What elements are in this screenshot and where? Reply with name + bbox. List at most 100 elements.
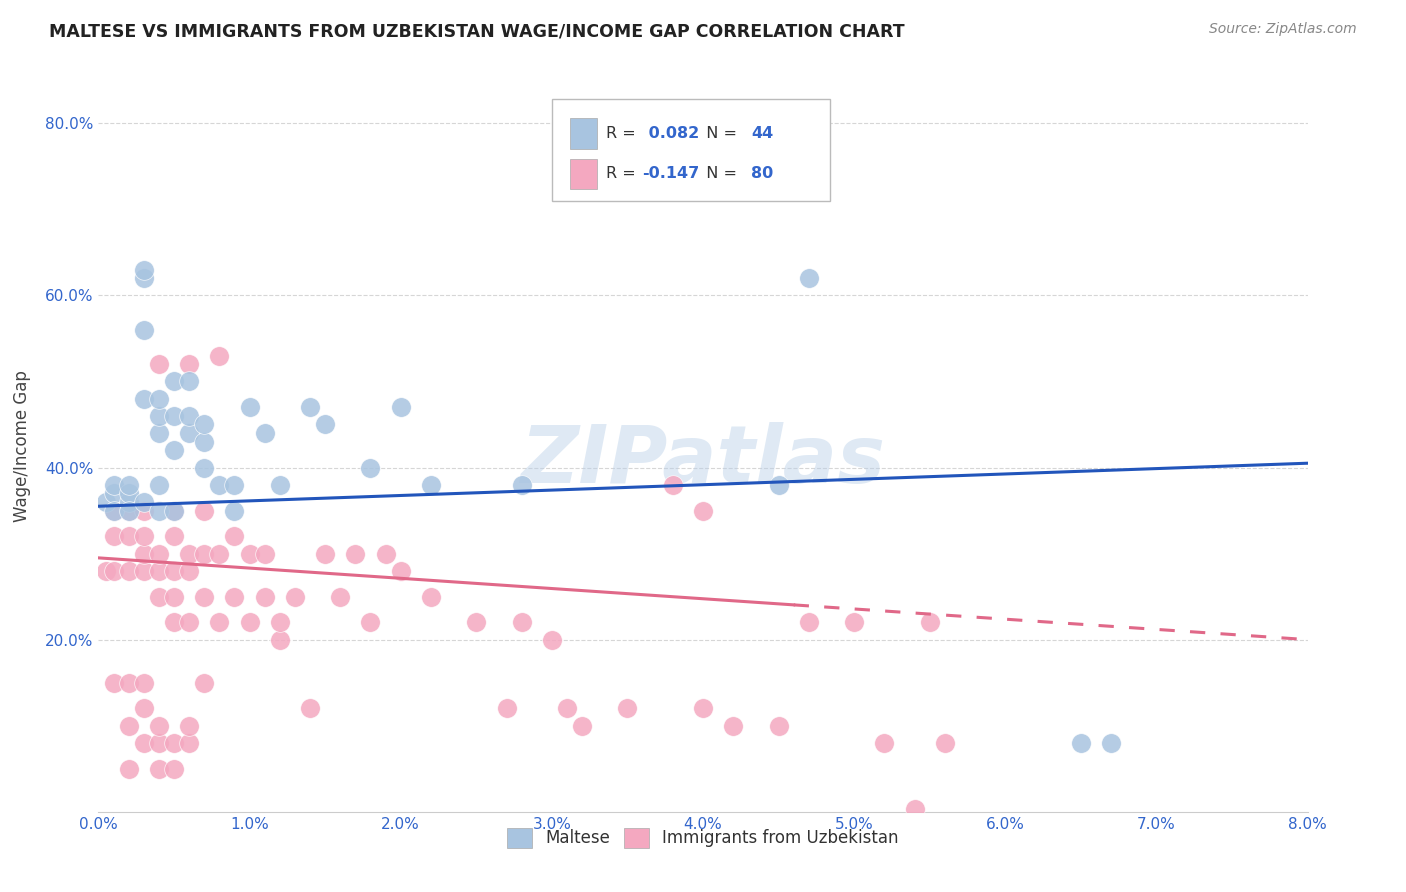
Point [163, 762, 186, 776]
Point [797, 615, 820, 630]
Point [208, 477, 231, 491]
Point [179, 426, 201, 441]
Point [148, 590, 170, 604]
Point [224, 477, 246, 491]
Point [163, 736, 186, 750]
Point [495, 701, 517, 715]
Point [94, 564, 117, 578]
Point [148, 477, 170, 491]
Point [1070, 736, 1092, 750]
Point [179, 615, 201, 630]
Text: R =: R = [606, 126, 641, 141]
Text: N =: N = [696, 126, 742, 141]
Text: Source: ZipAtlas.com: Source: ZipAtlas.com [1209, 22, 1357, 37]
Point [420, 477, 443, 491]
Point [239, 615, 262, 630]
Point [132, 323, 155, 337]
Point [344, 547, 367, 561]
Text: -0.147: -0.147 [643, 167, 700, 181]
Text: 0.082: 0.082 [643, 126, 699, 141]
Point [360, 615, 382, 630]
Point [132, 701, 155, 715]
Point [269, 632, 291, 647]
Point [329, 590, 352, 604]
Point [163, 564, 186, 578]
Point [768, 719, 790, 733]
Point [118, 503, 141, 517]
Point [163, 503, 186, 517]
Point [873, 736, 896, 750]
Point [163, 375, 186, 389]
Point [103, 564, 125, 578]
Point [163, 529, 186, 543]
Point [193, 547, 215, 561]
Point [103, 675, 125, 690]
Point [299, 401, 322, 415]
Point [360, 460, 382, 475]
Point [374, 547, 396, 561]
Point [163, 409, 186, 423]
FancyBboxPatch shape [551, 99, 830, 201]
Point [118, 477, 141, 491]
Point [118, 719, 141, 733]
Y-axis label: Wage/Income Gap: Wage/Income Gap [13, 370, 31, 522]
Point [103, 503, 125, 517]
Point [118, 503, 141, 517]
Point [132, 262, 155, 277]
Point [692, 701, 714, 715]
Point [1099, 736, 1122, 750]
Point [571, 719, 593, 733]
Point [179, 547, 201, 561]
Text: MALTESE VS IMMIGRANTS FROM UZBEKISTAN WAGE/INCOME GAP CORRELATION CHART: MALTESE VS IMMIGRANTS FROM UZBEKISTAN WA… [49, 22, 905, 40]
Point [118, 529, 141, 543]
Point [179, 409, 201, 423]
Point [239, 547, 262, 561]
Point [284, 590, 307, 604]
Point [132, 503, 155, 517]
Point [148, 392, 170, 406]
Point [103, 503, 125, 517]
Point [314, 547, 336, 561]
Point [132, 529, 155, 543]
Point [118, 762, 141, 776]
Point [661, 477, 683, 491]
Point [132, 736, 155, 750]
Point [692, 503, 714, 517]
Point [510, 615, 533, 630]
Point [132, 495, 155, 509]
Point [148, 503, 170, 517]
Text: N =: N = [696, 167, 742, 181]
Point [94, 495, 117, 509]
Bar [569, 159, 596, 189]
Point [179, 736, 201, 750]
Point [179, 375, 201, 389]
Point [208, 547, 231, 561]
Point [224, 590, 246, 604]
Point [148, 736, 170, 750]
Point [465, 615, 488, 630]
Point [797, 271, 820, 285]
Point [904, 802, 927, 816]
Point [132, 564, 155, 578]
Point [918, 615, 941, 630]
Point [193, 417, 215, 432]
Point [224, 529, 246, 543]
Point [103, 529, 125, 543]
Point [934, 736, 956, 750]
Legend: Maltese, Immigrants from Uzbekistan: Maltese, Immigrants from Uzbekistan [501, 821, 905, 855]
Point [768, 477, 790, 491]
Bar [569, 119, 596, 149]
Point [224, 503, 246, 517]
Point [193, 675, 215, 690]
Point [132, 392, 155, 406]
Point [148, 357, 170, 371]
Point [208, 615, 231, 630]
Point [132, 547, 155, 561]
Point [208, 349, 231, 363]
Point [163, 503, 186, 517]
Point [723, 719, 745, 733]
Point [118, 564, 141, 578]
Point [163, 615, 186, 630]
Point [193, 503, 215, 517]
Point [148, 564, 170, 578]
